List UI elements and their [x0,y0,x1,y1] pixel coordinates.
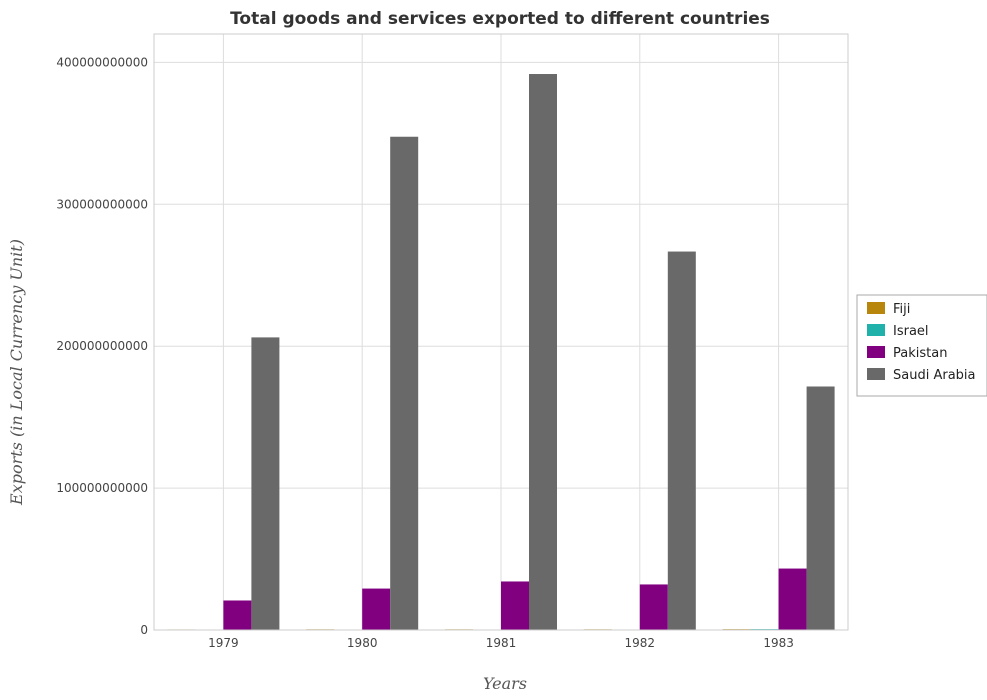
y-tick-label: 300000000000 [56,197,148,211]
legend-swatch [867,346,885,358]
bar-saudi-arabia-1980 [390,136,419,630]
y-axis-label: Exports (in Local Currency Unit) [7,239,26,506]
x-tick-label: 1982 [625,636,656,650]
bar-saudi-arabia-1983 [806,386,835,630]
legend: Fiji Israel Pakistan Saudi Arabia [856,294,987,397]
legend-label: Fiji [893,302,910,317]
legend-swatch [867,324,885,336]
bar-saudi-arabia-1979 [251,337,280,630]
bar-saudi-arabia-1981 [529,74,557,630]
legend-label: Saudi Arabia [893,368,976,383]
y-tick-label: 400000000000 [56,55,148,69]
bar-pakistan-1983 [778,568,807,630]
bar-pakistan-1980 [362,588,391,630]
bar-pakistan-1982 [639,584,668,630]
legend-label: Israel [893,324,929,339]
x-tick-label: 1980 [347,636,378,650]
y-tick-label: 0 [140,623,148,637]
legend-label: Pakistan [893,346,947,361]
plot-border [153,33,849,631]
x-axis-label: Years [483,674,527,693]
x-tick-label: 1983 [763,636,794,650]
x-tick-label: 1979 [208,636,239,650]
bar-saudi-arabia-1982 [667,251,696,631]
bar-pakistan-1981 [501,581,529,630]
axes: 0 100000000000 200000000000 300000000000 400… [56,33,849,650]
x-tick-label: 1981 [486,636,517,650]
y-tick-label: 200000000000 [56,339,148,353]
y-tick-label: 100000000000 [56,481,148,495]
chart-title: Total goods and services exported to dif… [230,9,770,29]
bars [167,74,835,631]
legend-swatch [867,368,885,380]
legend-swatch [867,302,885,314]
bar-pakistan-1979 [223,600,252,630]
